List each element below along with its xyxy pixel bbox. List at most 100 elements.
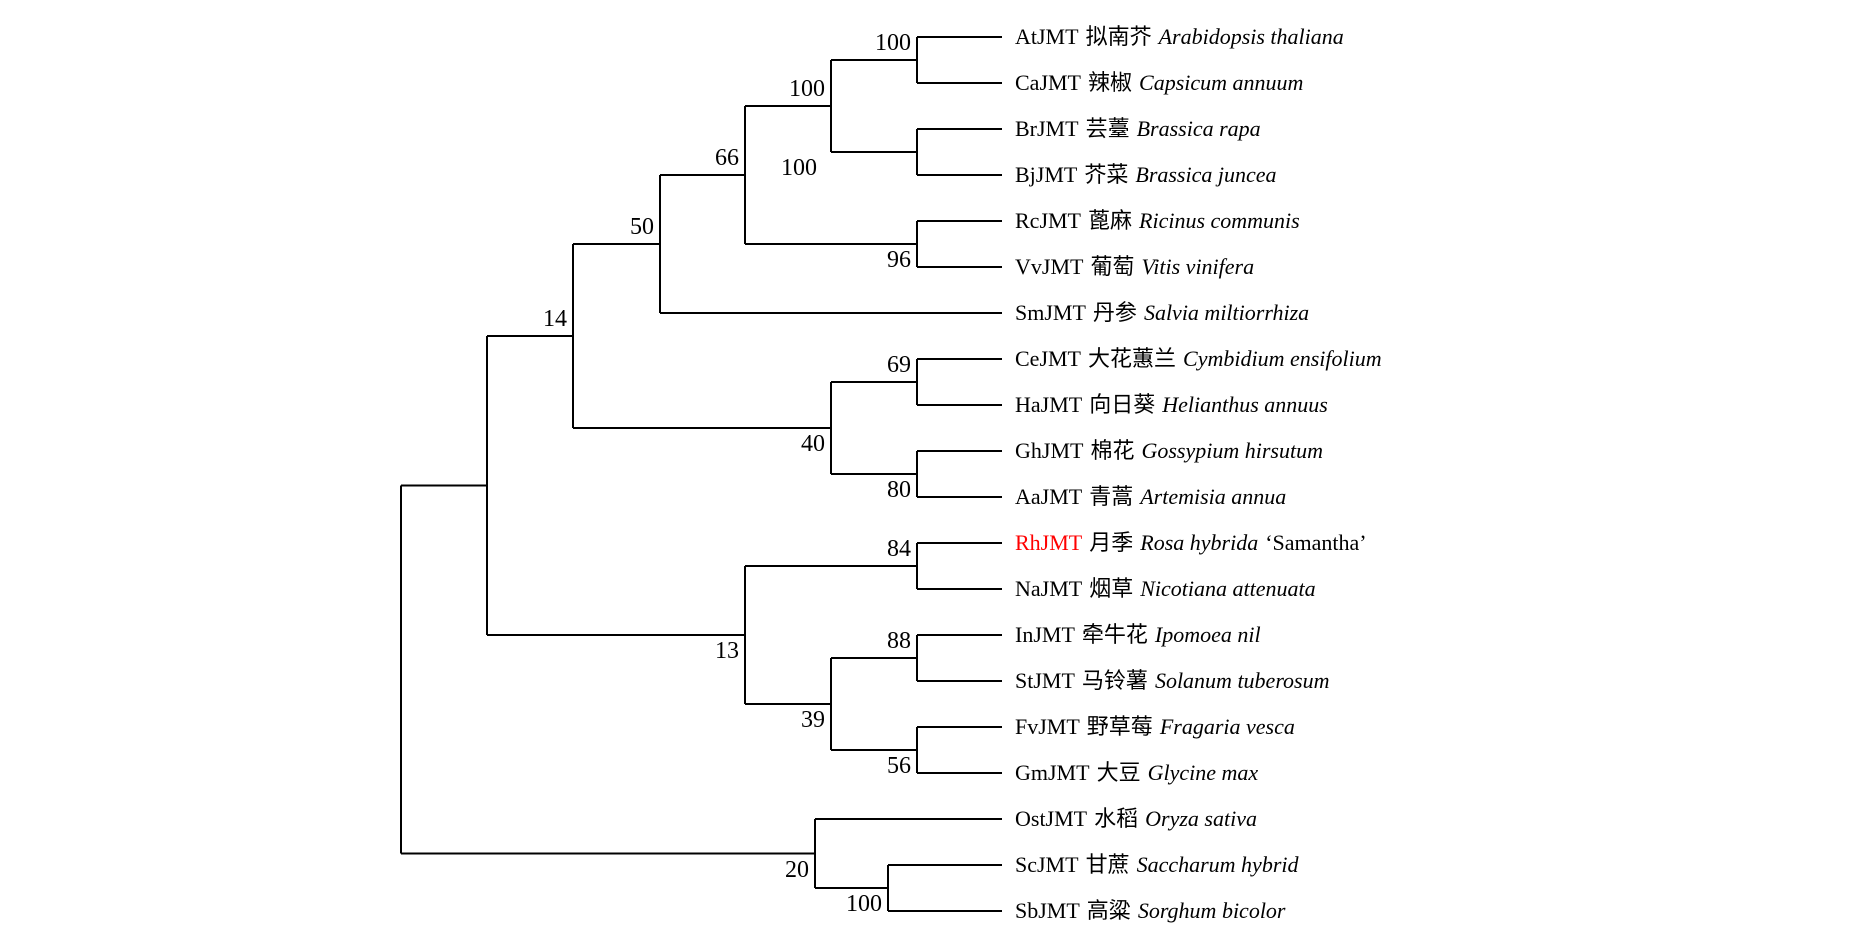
leaf-chinese-name: 棉花: [1090, 438, 1135, 463]
leaf-chinese-name: 辣椒: [1088, 70, 1133, 95]
bootstrap-value-inst: 88: [887, 628, 911, 654]
leaf-chinese-name: 蓖麻: [1088, 208, 1133, 233]
leaf-chinese-name: 烟草: [1089, 576, 1134, 601]
leaf-gene: StJMT: [1015, 668, 1075, 693]
bootstrap-value-n14: 14: [543, 306, 567, 332]
bootstrap-value-brbj: 100: [781, 155, 817, 181]
leaf-species-name: Salvia miltiorrhiza: [1143, 300, 1310, 325]
leaf-chinese-name: 青蒿: [1089, 484, 1134, 509]
leaf-gene: BrJMT: [1015, 116, 1079, 141]
bootstrap-value-ghaa: 80: [887, 477, 911, 503]
leaf-label-FvJMT: FvJMT 野草莓 Fragaria vesca: [1015, 713, 1295, 740]
leaf-chinese-name: 大花蕙兰: [1088, 346, 1177, 371]
leaf-gene: SmJMT: [1015, 300, 1086, 325]
leaf-label-InJMT: InJMT 牵牛花 Ipomoea nil: [1015, 621, 1261, 648]
leaf-gene: VvJMT: [1015, 254, 1084, 279]
leaf-species-name: Oryza sativa: [1145, 806, 1257, 831]
leaf-species-name: Solanum tuberosum: [1154, 668, 1330, 693]
leaf-chinese-name: 牵牛花: [1081, 622, 1148, 647]
leaf-gene: BjJMT: [1015, 162, 1078, 187]
leaf-species-name: Fragaria vesca: [1159, 714, 1295, 739]
bootstrap-value-n39: 39: [801, 707, 825, 733]
leaf-label-AaJMT: AaJMT 青蒿 Artemisia annua: [1015, 483, 1286, 510]
leaf-label-ScJMT: ScJMT 甘蔗 Saccharum hybrid: [1015, 851, 1299, 878]
leaf-chinese-name: 芥菜: [1084, 162, 1129, 187]
bootstrap-value-atca: 100: [875, 30, 911, 56]
leaf-species-name: Ipomoea nil: [1154, 622, 1261, 647]
leaf-chinese-name: 马铃薯: [1081, 668, 1148, 693]
leaf-label-AtJMT: AtJMT 拟南芥 Arabidopsis thaliana: [1015, 23, 1344, 50]
leaf-label-BrJMT: BrJMT 芸薹 Brassica rapa: [1015, 115, 1261, 142]
leaf-species-name: Saccharum hybrid: [1136, 852, 1299, 877]
bootstrap-value-n50: 50: [630, 214, 654, 240]
leaf-species-name: Nicotiana attenuata: [1140, 576, 1316, 601]
leaf-chinese-name: 水稻: [1094, 806, 1139, 831]
leaf-gene: FvJMT: [1015, 714, 1080, 739]
leaf-species-name: Glycine max: [1147, 760, 1259, 785]
leaf-species-name: Rosa hybrida: [1140, 530, 1259, 555]
bootstrap-value-ceha: 69: [887, 352, 911, 378]
leaf-chinese-name: 甘蔗: [1085, 852, 1130, 877]
bootstrap-value-fvgm: 56: [887, 753, 911, 779]
leaf-label-RhJMT: RhJMT 月季 Rosa hybrida ‘Samantha’: [1015, 529, 1367, 556]
bootstrap-value-n13: 13: [715, 638, 739, 664]
leaf-gene: SbJMT: [1015, 898, 1080, 923]
leaf-gene: HaJMT: [1015, 392, 1083, 417]
leaf-gene: AtJMT: [1015, 24, 1079, 49]
leaf-species-name: Ricinus communis: [1139, 208, 1300, 233]
leaf-gene: CaJMT: [1015, 70, 1081, 95]
leaf-chinese-name: 高粱: [1086, 898, 1131, 923]
leaf-species-name: Sorghum bicolor: [1137, 898, 1286, 923]
leaf-species-name: Brassica rapa: [1136, 116, 1261, 141]
leaf-label-SbJMT: SbJMT 高粱 Sorghum bicolor: [1015, 897, 1286, 924]
leaf-gene: CeJMT: [1015, 346, 1081, 371]
leaf-gene: GmJMT: [1015, 760, 1090, 785]
leaf-chinese-name: 向日葵: [1089, 392, 1156, 417]
leaf-gene: AaJMT: [1015, 484, 1083, 509]
leaf-chinese-name: 丹参: [1092, 300, 1137, 325]
leaf-label-GhJMT: GhJMT 棉花 Gossypium hirsutum: [1015, 437, 1323, 464]
leaf-label-CaJMT: CaJMT 辣椒 Capsicum annuum: [1015, 69, 1303, 96]
leaf-label-RcJMT: RcJMT 蓖麻 Ricinus communis: [1015, 207, 1300, 234]
bootstrap-value-scsb: 100: [846, 891, 882, 917]
leaf-gene: RcJMT: [1015, 208, 1081, 233]
leaf-label-CeJMT: CeJMT 大花蕙兰 Cymbidium ensifolium: [1015, 345, 1382, 372]
bootstrap-value-rcvv: 96: [887, 247, 911, 273]
leaf-species-name: Vitis vinifera: [1141, 254, 1255, 279]
leaf-label-VvJMT: VvJMT 葡萄 Vitis vinifera: [1015, 253, 1254, 280]
bootstrap-value-n66: 66: [715, 145, 739, 171]
leaf-cultivar: ‘Samantha’: [1265, 530, 1367, 555]
bootstrap-value-n20: 20: [785, 856, 809, 883]
leaf-chinese-name: 葡萄: [1090, 254, 1135, 279]
leaf-chinese-name: 拟南芥: [1085, 24, 1152, 49]
leaf-label-HaJMT: HaJMT 向日葵 Helianthus annuus: [1015, 391, 1328, 418]
leaf-chinese-name: 大豆: [1096, 760, 1141, 785]
leaf-species-name: Capsicum annuum: [1139, 70, 1304, 95]
leaf-gene: GhJMT: [1015, 438, 1084, 463]
leaf-chinese-name: 月季: [1089, 530, 1134, 555]
leaf-label-GmJMT: GmJMT 大豆 Glycine max: [1015, 759, 1258, 786]
leaf-label-SmJMT: SmJMT 丹参 Salvia miltiorrhiza: [1015, 299, 1309, 326]
leaf-species-name: Gossypium hirsutum: [1141, 438, 1323, 463]
leaf-chinese-name: 野草莓: [1086, 714, 1153, 739]
leaf-gene: ScJMT: [1015, 852, 1079, 877]
bootstrap-value-n40: 40: [801, 431, 825, 457]
leaf-species-name: Artemisia annua: [1140, 484, 1287, 509]
leaf-gene: InJMT: [1015, 622, 1075, 647]
leaf-species-name: Arabidopsis thaliana: [1158, 24, 1344, 49]
bootstrap-value-crucifers: 100: [789, 76, 825, 102]
leaf-gene: NaJMT: [1015, 576, 1083, 601]
leaf-label-StJMT: StJMT 马铃薯 Solanum tuberosum: [1015, 667, 1330, 694]
leaf-label-OstJMT: OstJMT 水稻 Oryza sativa: [1015, 805, 1257, 832]
leaf-species-name: Helianthus annuus: [1162, 392, 1328, 417]
leaf-label-NaJMT: NaJMT 烟草 Nicotiana attenuata: [1015, 575, 1316, 602]
leaf-gene: OstJMT: [1015, 806, 1088, 831]
leaf-species-name: Cymbidium ensifolium: [1183, 346, 1382, 371]
bootstrap-value-rhna: 84: [887, 536, 911, 562]
leaf-label-BjJMT: BjJMT 芥菜 Brassica juncea: [1015, 161, 1277, 188]
leaf-gene: RhJMT: [1015, 530, 1083, 555]
leaf-chinese-name: 芸薹: [1085, 116, 1130, 141]
leaf-species-name: Brassica juncea: [1135, 162, 1277, 187]
